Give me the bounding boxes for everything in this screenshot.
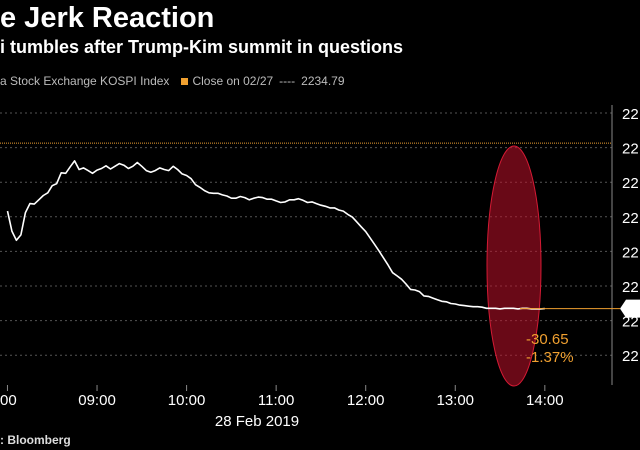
- legend-close-label: Close on 02/27: [192, 74, 274, 88]
- source-note: : Bloomberg: [0, 433, 71, 447]
- legend-close-swatch: [181, 77, 189, 85]
- x-tick-label-3: 11:00: [258, 392, 294, 409]
- y-tick-label-0: 22: [622, 106, 639, 123]
- kospi-series-line: [6, 160, 545, 310]
- y-tick-label-6: 22: [622, 314, 639, 331]
- chart-subtitle: i tumbles after Trump-Kim summit in ques…: [0, 37, 404, 57]
- x-tick-label-5: 13:00: [436, 392, 474, 409]
- date-label: 28 Feb 2019: [215, 413, 299, 430]
- y-tick-label-5: 22: [622, 279, 639, 296]
- y-tick-label-7: 22: [622, 348, 639, 365]
- x-tick-label-1: 09:00: [78, 392, 116, 409]
- legend-close-dash: ----: [279, 74, 296, 88]
- pct-annotation: -1.37%: [526, 349, 574, 366]
- y-tick-label-1: 22: [622, 141, 639, 158]
- change-annotation: -30.65: [526, 331, 569, 348]
- legend: a Stock Exchange KOSPI Index Close on 02…: [0, 74, 345, 88]
- chart-title: e Jerk Reaction: [0, 2, 215, 34]
- x-tick-label-4: 12:00: [347, 392, 385, 409]
- highlight-ellipse: [486, 145, 542, 387]
- x-tick-label-2: 10:00: [168, 392, 206, 409]
- current-value-tag: [620, 299, 640, 318]
- x-tick-label-6: 14:00: [526, 392, 564, 409]
- y-tick-label-2: 22: [622, 175, 639, 192]
- legend-close-value: 2234.79: [301, 74, 345, 88]
- x-tick-label-0: 00: [0, 392, 17, 409]
- legend-series-label: a Stock Exchange KOSPI Index: [0, 74, 170, 88]
- y-tick-label-4: 22: [622, 244, 639, 261]
- y-tick-label-3: 22: [622, 210, 639, 227]
